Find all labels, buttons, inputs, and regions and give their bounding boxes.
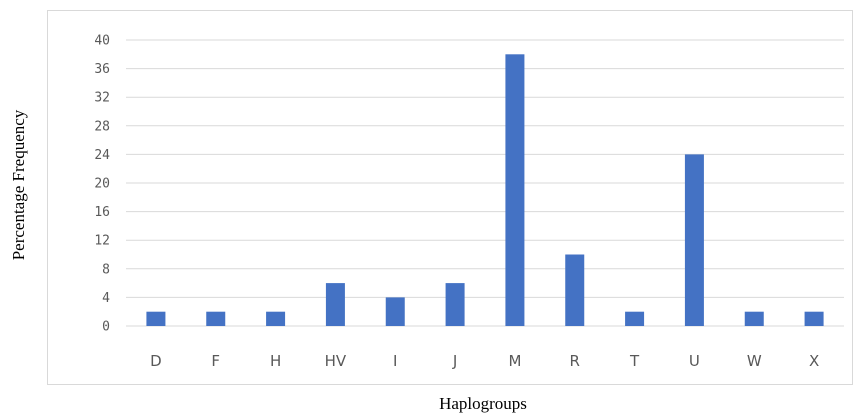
y-tick-label: 40 [94, 34, 110, 49]
y-tick-label: 8 [102, 262, 110, 277]
bar-t [625, 311, 645, 326]
bar-j [445, 283, 465, 326]
bar-hv [325, 283, 345, 326]
y-tick-label: 16 [94, 205, 110, 220]
bar-u [684, 154, 704, 326]
chart-area: 0 4 8 12 16 20 24 28 32 36 40 D F H HV I J M R T U W X [47, 10, 853, 385]
y-tick-label: 32 [94, 91, 110, 106]
y-axis-ticks: 0 4 8 12 16 20 24 28 32 36 40 [94, 34, 110, 335]
y-axis-label: Percentage Frequency [9, 109, 28, 261]
bar-w [744, 311, 764, 326]
y-tick-label: 0 [102, 320, 110, 335]
bar-chart: 0 4 8 12 16 20 24 28 32 36 40 D F H HV I J M R T U W X [94, 34, 844, 370]
y-tick-label: 12 [94, 234, 110, 249]
y-tick-label: 28 [94, 119, 110, 134]
bar-r [565, 254, 585, 326]
x-axis-ticks: D F H HV I J M R T U W X [150, 352, 819, 370]
y-tick-label: 4 [102, 291, 110, 306]
x-tick-label: F [211, 352, 220, 370]
x-tick-label: U [689, 352, 700, 370]
bar-d [146, 311, 166, 326]
x-tick-label: J [452, 352, 457, 370]
bar-i [385, 297, 405, 326]
x-tick-label: T [629, 352, 640, 370]
bars [146, 54, 824, 327]
y-tick-label: 36 [94, 62, 110, 77]
bar-h [266, 311, 286, 326]
x-tick-label: M [508, 352, 521, 370]
x-tick-label: R [570, 352, 580, 370]
bar-m [505, 54, 525, 327]
x-tick-label: X [809, 352, 819, 370]
y-tick-label: 20 [94, 177, 110, 192]
x-tick-label: I [393, 352, 397, 370]
y-tick-label: 24 [94, 148, 110, 163]
bar-f [206, 311, 226, 326]
gridlines [126, 39, 844, 327]
x-tick-label: H [270, 352, 281, 370]
x-axis-label: Haplogroups [439, 394, 527, 413]
x-tick-label: D [150, 352, 162, 370]
x-tick-label: HV [325, 352, 347, 370]
x-tick-label: W [747, 352, 762, 370]
bar-x [804, 311, 824, 326]
